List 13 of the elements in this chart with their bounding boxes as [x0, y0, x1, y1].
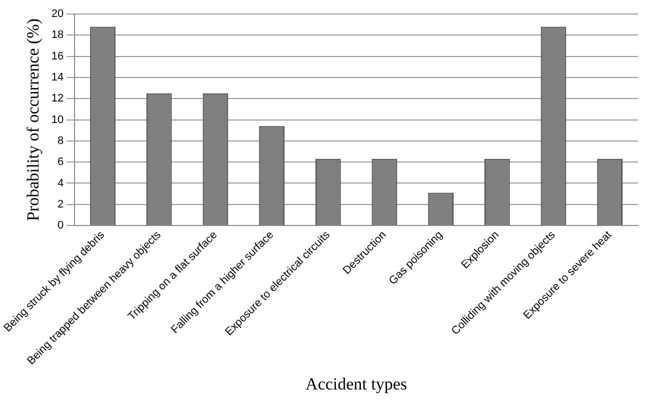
- y-tick-label: 0: [57, 220, 64, 232]
- y-tick-label: 10: [51, 114, 64, 126]
- y-tick-label: 20: [51, 8, 64, 20]
- y-tick-label: 18: [51, 29, 64, 42]
- y-tick-label: 6: [57, 156, 64, 168]
- y-tick-label: 2: [57, 198, 64, 210]
- y-axis-title: Probability of occurrence (%): [24, 18, 43, 222]
- y-tick-label: 8: [57, 134, 64, 147]
- y-tick-label: 14: [51, 71, 64, 84]
- y-tick-label: 12: [51, 92, 64, 105]
- y-tick-label: 4: [57, 177, 64, 190]
- x-axis-title: Accident types: [306, 374, 408, 394]
- y-tick-label: 16: [51, 50, 64, 62]
